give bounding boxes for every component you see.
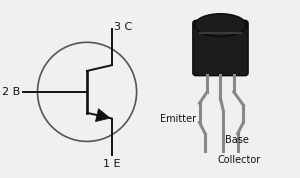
Ellipse shape	[195, 14, 246, 37]
Text: 2 B: 2 B	[2, 87, 20, 97]
Text: 1 E: 1 E	[103, 159, 121, 169]
Polygon shape	[95, 109, 110, 122]
Text: Emitter: Emitter	[160, 114, 196, 124]
Text: 3 C: 3 C	[114, 22, 132, 32]
Text: Base: Base	[225, 135, 249, 145]
Text: Collector: Collector	[218, 155, 261, 165]
FancyBboxPatch shape	[193, 20, 248, 76]
